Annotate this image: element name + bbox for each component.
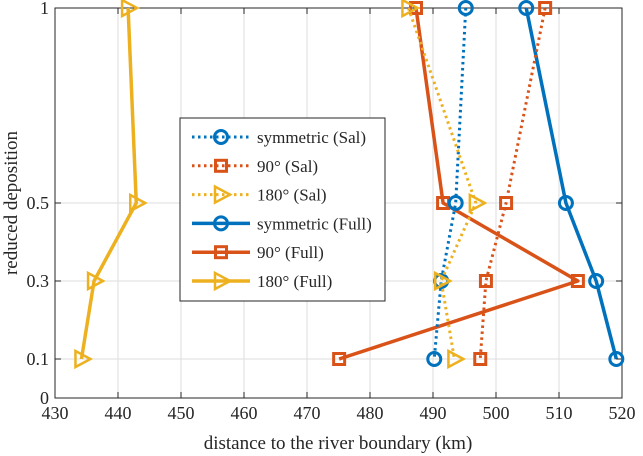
legend-marker	[213, 129, 229, 145]
series-line	[79, 7, 139, 360]
x-tick-label: 480	[357, 403, 384, 423]
data-point	[499, 196, 514, 210]
data-point	[426, 351, 443, 367]
legend-entry-1: 90° (Sal)	[192, 157, 318, 176]
legend-entry-2: 180° (Sal)	[192, 184, 327, 205]
series-4	[332, 1, 585, 366]
x-tick-label: 430	[42, 403, 69, 423]
x-tick-label: 520	[609, 403, 636, 423]
data-point	[468, 192, 488, 214]
legend-label: 90° (Sal)	[257, 157, 318, 176]
series-line	[478, 7, 547, 360]
axes-box	[54, 7, 623, 399]
series-line	[432, 7, 468, 360]
data-point	[588, 273, 605, 289]
legend-label: 90° (Full)	[257, 243, 324, 262]
data-point	[74, 348, 94, 370]
data-point	[478, 274, 493, 288]
legend-label: 180° (Sal)	[257, 186, 327, 205]
legend-label: 180° (Full)	[257, 272, 332, 291]
y-tick-label: 0.1	[27, 349, 50, 369]
data-point	[473, 352, 488, 366]
legend-marker	[214, 245, 228, 260]
data-point	[433, 270, 453, 292]
y-tick-label: 0.5	[27, 193, 50, 213]
x-tick-label: 460	[231, 403, 258, 423]
legend-label: symmetric (Sal)	[257, 128, 366, 147]
series-line	[524, 7, 619, 360]
x-tick-label: 510	[546, 403, 573, 423]
legend-label: symmetric (Full)	[257, 214, 372, 233]
data-point	[570, 274, 585, 288]
legend-entry-4: 90° (Full)	[192, 243, 324, 262]
data-point	[557, 195, 574, 211]
data-point	[518, 0, 535, 16]
legend-marker	[213, 184, 233, 205]
series-5	[74, 0, 148, 370]
data-point	[608, 351, 625, 367]
legend-marker	[214, 158, 228, 173]
series-line	[407, 7, 478, 360]
x-tick-label: 440	[105, 403, 132, 423]
y-axis-title: reduced deposition	[1, 130, 22, 275]
legend-entry-5: 180° (Full)	[192, 270, 332, 292]
series-3	[518, 0, 625, 367]
series-2	[401, 0, 488, 370]
series-line	[338, 7, 580, 361]
data-point	[86, 270, 106, 292]
axes: 430 440 450 460 470 480 490 500 510 520 0 0.1 0.3 0.5…	[27, 0, 636, 423]
x-tick-label: 470	[294, 403, 321, 423]
y-tick-label: 0	[40, 388, 49, 408]
y-tick-label: 1	[40, 0, 49, 18]
data-point	[120, 0, 140, 19]
legend-entry-3: symmetric (Full)	[192, 214, 372, 233]
y-tick-label: 0.3	[27, 271, 50, 291]
data-point	[457, 0, 474, 16]
legend: symmetric (Sal) 90° (Sal) 180° (Sal) symmet…	[179, 117, 386, 302]
legend-box	[179, 117, 386, 302]
data-point	[401, 0, 421, 19]
data-point	[408, 1, 423, 15]
data-point	[447, 348, 467, 370]
x-axis-title: distance to the river boundary (km)	[204, 433, 473, 454]
data-point	[129, 192, 148, 214]
legend-marker	[213, 270, 233, 292]
data-point	[538, 1, 553, 15]
x-tick-label: 490	[420, 403, 447, 423]
data-point	[332, 352, 347, 366]
legend-entry-0: symmetric (Sal)	[192, 128, 366, 147]
x-tick-label: 450	[168, 403, 195, 423]
data-point	[447, 195, 464, 211]
x-tick-label: 500	[483, 403, 510, 423]
series-group	[74, 0, 625, 370]
legend-marker	[213, 215, 229, 232]
series-1	[473, 1, 553, 366]
